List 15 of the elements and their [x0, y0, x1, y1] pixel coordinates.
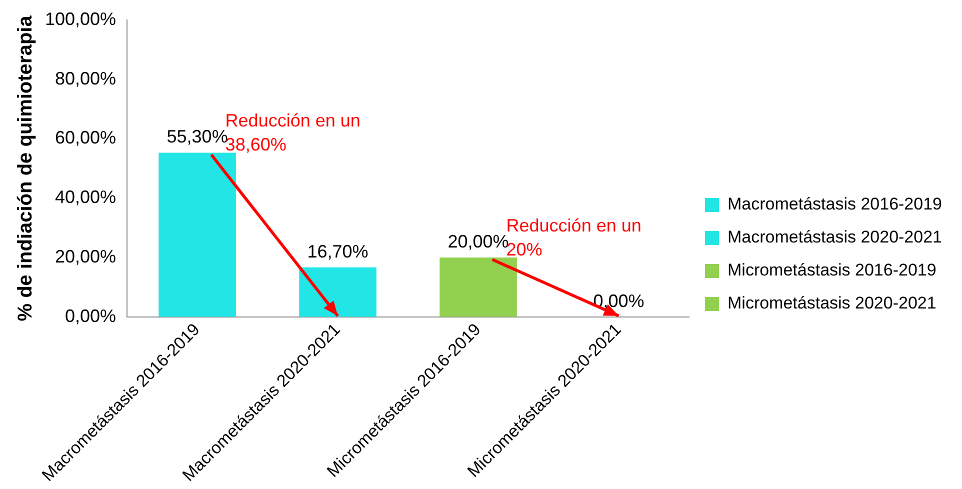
- y-axis-title: % de indiación de quimioterapia: [14, 14, 37, 322]
- data-label: 0,00%: [593, 290, 644, 311]
- data-label: 20,00%: [448, 231, 509, 252]
- legend-label: Macrometástasis 2016-2019: [728, 194, 942, 214]
- legend-label: Macrometástasis 2020-2021: [728, 228, 942, 247]
- y-tick-label: 100,00%: [44, 8, 116, 29]
- y-tick-label: 60,00%: [54, 128, 116, 148]
- data-label: 55,30%: [166, 126, 228, 147]
- y-tick-label: 80,00%: [54, 68, 116, 88]
- y-tick-label: 0,00%: [65, 306, 116, 326]
- legend-label: Micrometástasis 2020-2021: [728, 294, 936, 313]
- y-tick-label: 20,00%: [54, 246, 116, 266]
- y-tick-label: 40,00%: [54, 187, 116, 208]
- data-label: 16,70%: [307, 241, 368, 262]
- legend-label: Micrometástasis 2016-2019: [728, 260, 936, 280]
